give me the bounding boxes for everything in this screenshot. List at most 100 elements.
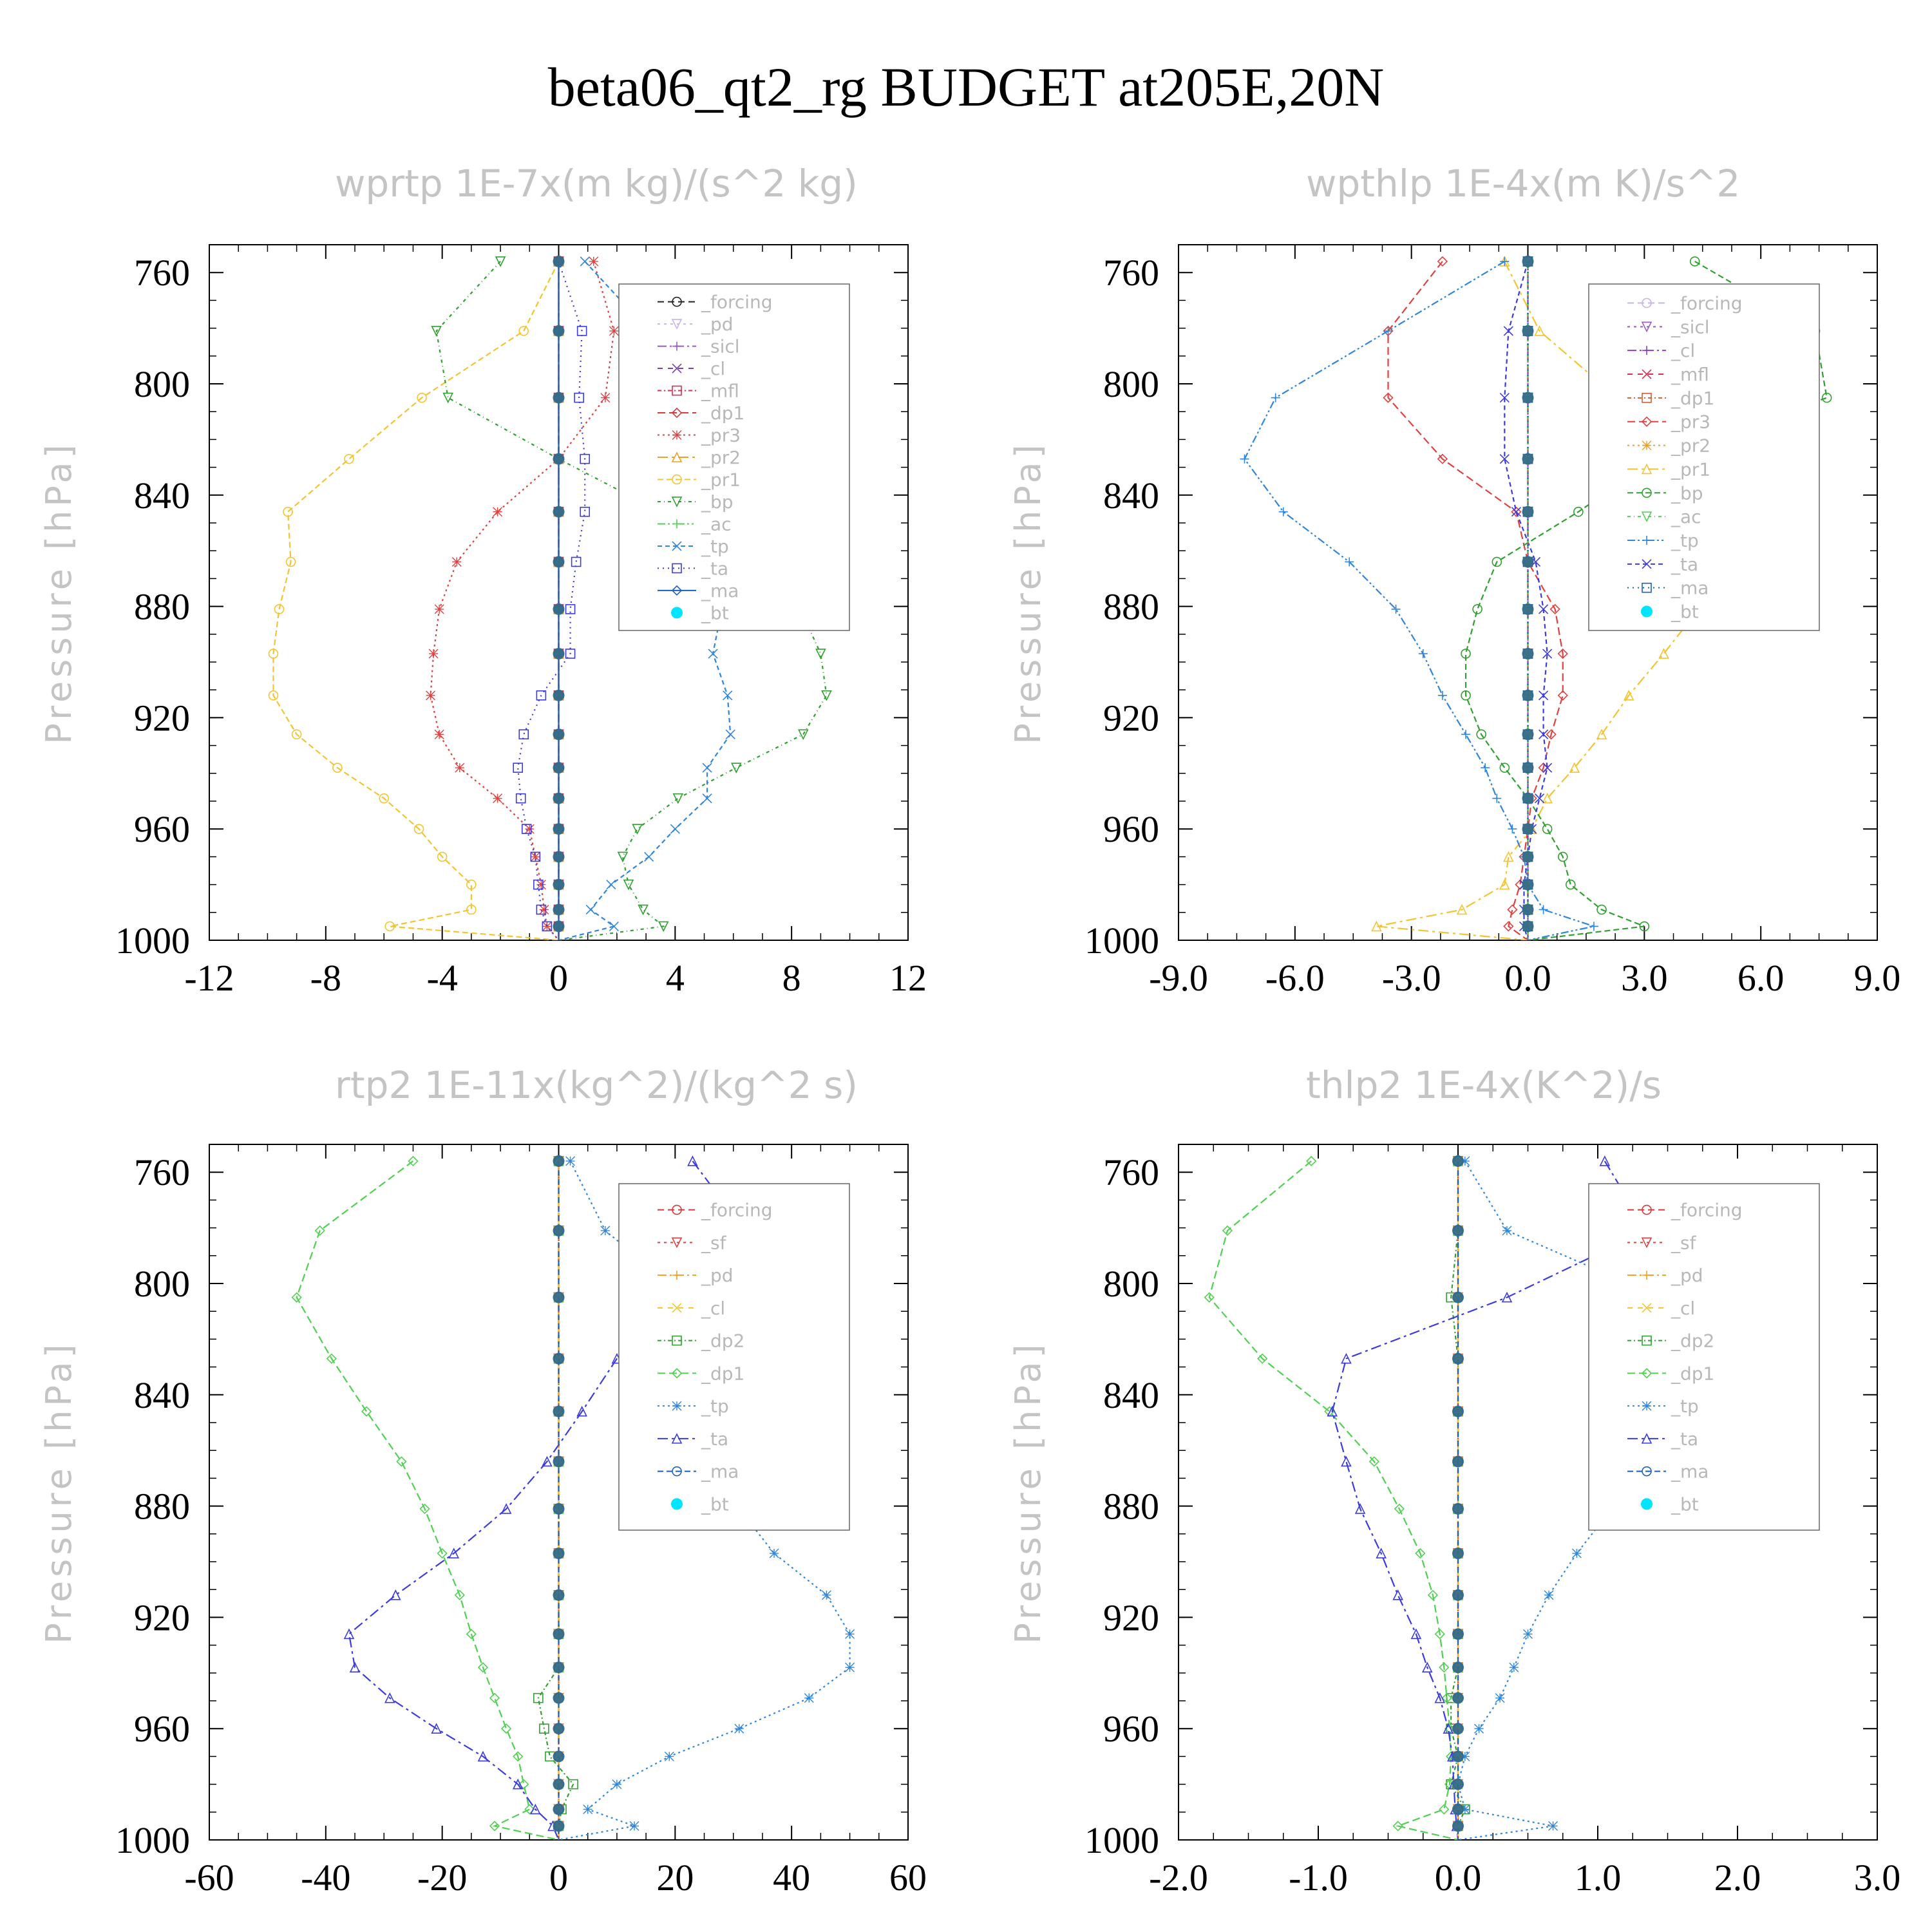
data-point	[600, 393, 611, 403]
data-point	[1392, 1589, 1403, 1600]
legend-item: _sicl	[658, 336, 740, 357]
data-point	[1557, 851, 1568, 862]
data-point	[379, 793, 390, 804]
legend-label: _pr1	[701, 469, 741, 490]
zero-point	[553, 1291, 565, 1303]
data-point	[1441, 1692, 1452, 1703]
data-point	[515, 793, 526, 804]
data-point	[1534, 325, 1545, 336]
legend-item: _ma	[658, 1461, 739, 1482]
zero-point	[553, 648, 565, 660]
data-point	[574, 392, 584, 403]
data-point	[1539, 905, 1548, 914]
data-point	[609, 326, 619, 336]
data-point	[1383, 326, 1393, 336]
data-point	[629, 1821, 639, 1831]
data-point	[580, 256, 590, 267]
data-point	[530, 851, 540, 862]
data-point	[349, 1662, 361, 1672]
zero-point	[1522, 878, 1534, 891]
data-point	[580, 453, 590, 464]
data-point	[521, 824, 532, 834]
zero-point	[1452, 1405, 1464, 1417]
legend-label: _tp	[1671, 530, 1699, 551]
legend-item: _mfl	[1627, 364, 1709, 385]
x-tick-label: 0.0	[1435, 1857, 1482, 1899]
series-ma	[553, 256, 564, 940]
panel-title: wprtp 1E-7x(m kg)/(s^2 kg)	[335, 162, 858, 205]
data-point	[437, 1548, 448, 1559]
data-point	[428, 649, 439, 659]
legend-label: _dp1	[1671, 388, 1714, 409]
zero-point	[1452, 1723, 1464, 1735]
data-point	[565, 604, 576, 614]
zero-markers	[553, 1155, 565, 1832]
x-tick-label: 0	[549, 957, 568, 999]
zero-point	[1522, 255, 1534, 267]
legend-marker	[671, 451, 683, 462]
data-point	[1511, 506, 1522, 517]
x-tick-label: 9.0	[1854, 957, 1901, 999]
legend-marker	[1642, 488, 1652, 498]
legend-item: _bp	[658, 491, 734, 513]
data-point	[493, 507, 503, 517]
series-tp	[1240, 256, 1598, 940]
data-point	[565, 1156, 576, 1166]
legend-marker	[672, 563, 682, 574]
y-tick-label: 840	[1103, 475, 1159, 516]
y-tick-label: 960	[134, 1708, 190, 1750]
zero-point	[1452, 1548, 1464, 1560]
legend-label: _sicl	[701, 336, 740, 357]
legend-item: _forcing	[658, 292, 773, 313]
x-tick-label: -60	[184, 1857, 234, 1899]
data-point	[583, 1804, 593, 1814]
x-tick-label: -1.0	[1289, 1857, 1348, 1899]
x-tick-label: -2.0	[1149, 1857, 1208, 1899]
legend-box	[618, 283, 850, 631]
y-tick-label: 1000	[115, 920, 190, 961]
legend-marker	[1641, 1237, 1653, 1249]
data-point	[426, 690, 436, 701]
data-point	[314, 1225, 325, 1236]
y-tick-label: 1000	[115, 1819, 190, 1861]
data-point	[495, 256, 506, 267]
data-point	[1421, 1662, 1433, 1672]
data-point	[361, 1406, 372, 1417]
zero-point	[1522, 603, 1534, 615]
legend-label: _dp2	[701, 1331, 744, 1352]
y-tick-label: 840	[1103, 1374, 1159, 1416]
data-point	[542, 921, 552, 931]
x-tick-label: -20	[417, 1857, 467, 1899]
data-point	[1257, 1353, 1268, 1364]
data-point	[571, 556, 582, 567]
data-point	[1502, 1226, 1512, 1236]
zero-point	[553, 1155, 565, 1167]
data-point	[804, 1693, 814, 1703]
data-point	[1501, 1291, 1513, 1303]
legend-marker	[672, 341, 681, 351]
data-point	[448, 1548, 460, 1558]
legend-marker	[1641, 1368, 1653, 1379]
zero-point	[553, 1662, 565, 1674]
zero-point	[553, 556, 565, 568]
y-tick-label: 800	[134, 1263, 190, 1305]
data-point	[1341, 1352, 1352, 1364]
x-tick-label: 4	[666, 957, 685, 999]
legend-marker	[1641, 511, 1653, 522]
data-point	[1460, 1156, 1470, 1166]
zero-point	[553, 1224, 565, 1236]
legend-label: _ma	[1671, 578, 1709, 599]
data-point	[396, 1456, 407, 1467]
legend-label: _bt	[701, 602, 729, 623]
legend-marker	[1642, 582, 1652, 593]
data-point	[1354, 1503, 1366, 1514]
y-tick-label: 920	[1103, 697, 1159, 739]
data-point	[565, 649, 576, 659]
legend-item: _forcing	[658, 1200, 773, 1221]
data-point	[617, 851, 629, 863]
data-point	[455, 762, 465, 773]
data-point	[1456, 904, 1468, 915]
data-point	[1461, 649, 1471, 659]
data-point	[1437, 690, 1447, 700]
legend-item: _tp	[658, 536, 729, 557]
